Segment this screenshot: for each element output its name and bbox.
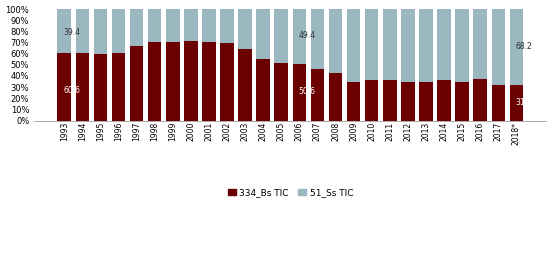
Bar (491, 9, 505, 85)
Bar (437, 80, 451, 120)
Bar (455, 82, 469, 120)
Bar (474, 79, 487, 120)
Bar (401, 82, 415, 120)
Bar (347, 82, 360, 120)
Bar (57, 53, 71, 120)
Bar (365, 9, 379, 80)
Bar (94, 9, 107, 54)
Bar (329, 9, 342, 73)
Bar (202, 9, 216, 42)
Bar (509, 9, 523, 85)
Bar (130, 47, 144, 120)
Bar (293, 64, 306, 120)
Bar (148, 9, 161, 42)
Text: 49.4: 49.4 (299, 31, 315, 40)
Bar (220, 43, 234, 120)
Bar (329, 73, 342, 120)
Bar (293, 9, 306, 64)
Text: 68.2: 68.2 (516, 42, 532, 51)
Bar (238, 9, 252, 49)
Bar (383, 9, 396, 81)
Bar (57, 9, 71, 53)
Bar (311, 9, 324, 69)
Bar (148, 42, 161, 120)
Bar (274, 63, 288, 120)
Bar (130, 9, 144, 47)
Bar (274, 9, 288, 63)
Bar (76, 52, 89, 120)
Bar (220, 9, 234, 43)
Bar (166, 9, 179, 42)
Bar (311, 69, 324, 120)
Bar (383, 81, 396, 120)
Bar (365, 80, 379, 120)
Bar (256, 59, 270, 120)
Bar (76, 9, 89, 52)
Text: 39.4: 39.4 (63, 28, 81, 37)
Text: 60.6: 60.6 (63, 86, 81, 95)
Bar (419, 82, 433, 120)
Bar (238, 49, 252, 120)
Bar (202, 42, 216, 120)
Bar (166, 42, 179, 120)
Text: 50.6: 50.6 (299, 87, 315, 96)
Bar (401, 9, 415, 82)
Text: 31.8: 31.8 (516, 98, 532, 107)
Bar (474, 9, 487, 79)
Bar (491, 85, 505, 120)
Bar (347, 9, 360, 82)
Legend: 334_Bs TIC, 51_Ss TIC: 334_Bs TIC, 51_Ss TIC (226, 186, 355, 199)
Bar (184, 9, 198, 41)
Bar (256, 9, 270, 59)
Bar (112, 52, 125, 120)
Bar (437, 9, 451, 80)
Bar (509, 85, 523, 120)
Bar (419, 9, 433, 82)
Bar (94, 54, 107, 120)
Bar (112, 9, 125, 52)
Bar (184, 41, 198, 120)
Bar (455, 9, 469, 82)
